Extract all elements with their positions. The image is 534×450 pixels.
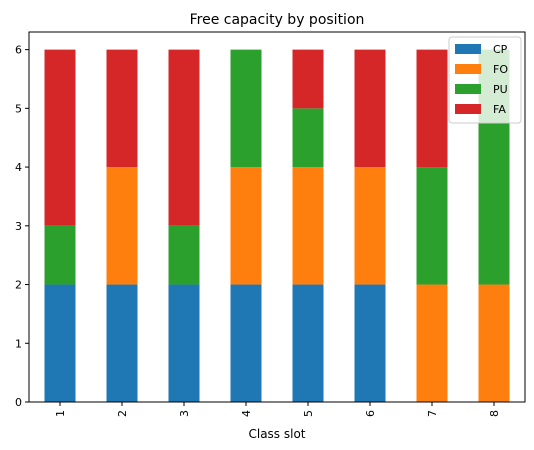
bar-fo-slot-5 [292, 167, 324, 285]
bar-fo-slot-8 [478, 284, 510, 402]
x-axis-label: Class slot [248, 427, 305, 441]
bar-cp-slot-3 [168, 284, 200, 402]
legend: CP FO PU FA [448, 36, 522, 124]
bar-pu-slot-7 [416, 167, 448, 285]
y-tick-label: 4 [15, 161, 22, 174]
bar-cp-slot-6 [354, 284, 386, 402]
x-tick-label: 8 [488, 410, 501, 417]
bar-cp-slot-2 [106, 284, 138, 402]
y-tick-label: 5 [15, 102, 22, 115]
bars-layer [44, 49, 510, 402]
bar-fo-slot-7 [416, 284, 448, 402]
y-tick-label: 6 [15, 44, 22, 57]
bar-fa-slot-5 [292, 49, 324, 109]
bar-fa-slot-3 [168, 49, 200, 226]
bar-fa-slot-1 [44, 49, 76, 226]
legend-swatch-pu [455, 84, 481, 94]
x-tick-label: 3 [178, 410, 191, 417]
plot-frame [28, 31, 526, 403]
y-tick-label: 2 [15, 279, 22, 292]
legend-swatch-fa [455, 104, 481, 114]
bar-cp-slot-4 [230, 284, 262, 402]
x-axis: 1 2 3 4 5 6 7 8 [54, 402, 501, 417]
legend-label-fa: FA [493, 103, 506, 116]
x-tick-label: 7 [426, 410, 439, 417]
bar-fa-slot-7 [416, 49, 448, 168]
bar-fa-slot-2 [106, 49, 138, 168]
legend-label-cp: CP [493, 43, 508, 56]
y-tick-label: 0 [15, 396, 22, 409]
bar-pu-slot-1 [44, 225, 76, 285]
legend-label-fo: FO [493, 63, 508, 76]
bar-cp-slot-1 [44, 284, 76, 402]
x-tick-label: 2 [116, 410, 129, 417]
bar-fo-slot-2 [106, 167, 138, 285]
bar-pu-slot-4 [230, 49, 262, 168]
bar-pu-slot-3 [168, 225, 200, 285]
x-tick-label: 1 [54, 410, 67, 417]
legend-box [448, 36, 522, 124]
bar-pu-slot-5 [292, 108, 324, 168]
x-tick-label: 5 [302, 410, 315, 417]
legend-swatch-cp [455, 44, 481, 54]
x-tick-label: 6 [364, 410, 377, 417]
bar-fo-slot-6 [354, 167, 386, 285]
x-tick-label: 4 [240, 410, 253, 417]
legend-label-pu: PU [493, 83, 508, 96]
y-tick-label: 3 [15, 220, 22, 233]
bar-fa-slot-6 [354, 49, 386, 168]
chart-title: Free capacity by position [190, 12, 365, 28]
y-axis: 0 1 2 3 4 5 6 [15, 44, 29, 409]
bar-fo-slot-4 [230, 167, 262, 285]
bar-cp-slot-5 [292, 284, 324, 402]
legend-swatch-fo [455, 64, 481, 74]
y-tick-label: 1 [15, 337, 22, 350]
